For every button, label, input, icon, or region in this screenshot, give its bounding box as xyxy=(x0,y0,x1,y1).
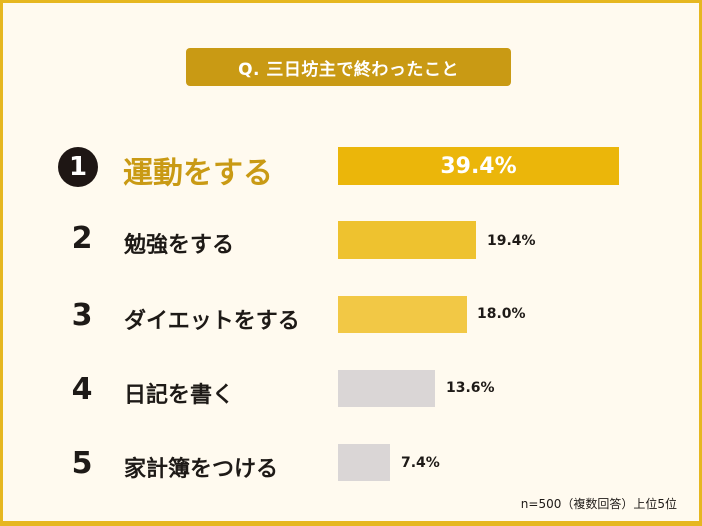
item-label: 勉強をする xyxy=(124,233,235,258)
item-label: 運動をする xyxy=(123,156,273,191)
item-label: 日記を書く xyxy=(124,383,235,408)
rank-number: 5 xyxy=(71,446,93,481)
rank-badge: 1 xyxy=(58,147,98,187)
bar-rank-2 xyxy=(338,221,476,259)
bar-rank-3 xyxy=(338,296,467,333)
bar-rank-5 xyxy=(338,444,390,481)
bar-value: 39.4% xyxy=(440,153,517,179)
bar-value: 18.0% xyxy=(477,306,526,322)
question-title: Q. 三日坊主で終わったこと xyxy=(186,48,511,86)
bar-value: 7.4% xyxy=(401,455,440,471)
rank-number: 4 xyxy=(71,372,93,407)
bar-rank-4 xyxy=(338,370,435,407)
rank-number: 3 xyxy=(71,298,93,333)
bar-value: 13.6% xyxy=(446,380,495,396)
rank-number: 2 xyxy=(71,221,93,256)
footnote: n=500（複数回答）上位5位 xyxy=(520,497,677,511)
bar-rank-1: 39.4% xyxy=(338,147,619,185)
bar-value: 19.4% xyxy=(487,233,536,249)
item-label: ダイエットをする xyxy=(124,309,300,334)
item-label: 家計簿をつける xyxy=(124,457,279,482)
